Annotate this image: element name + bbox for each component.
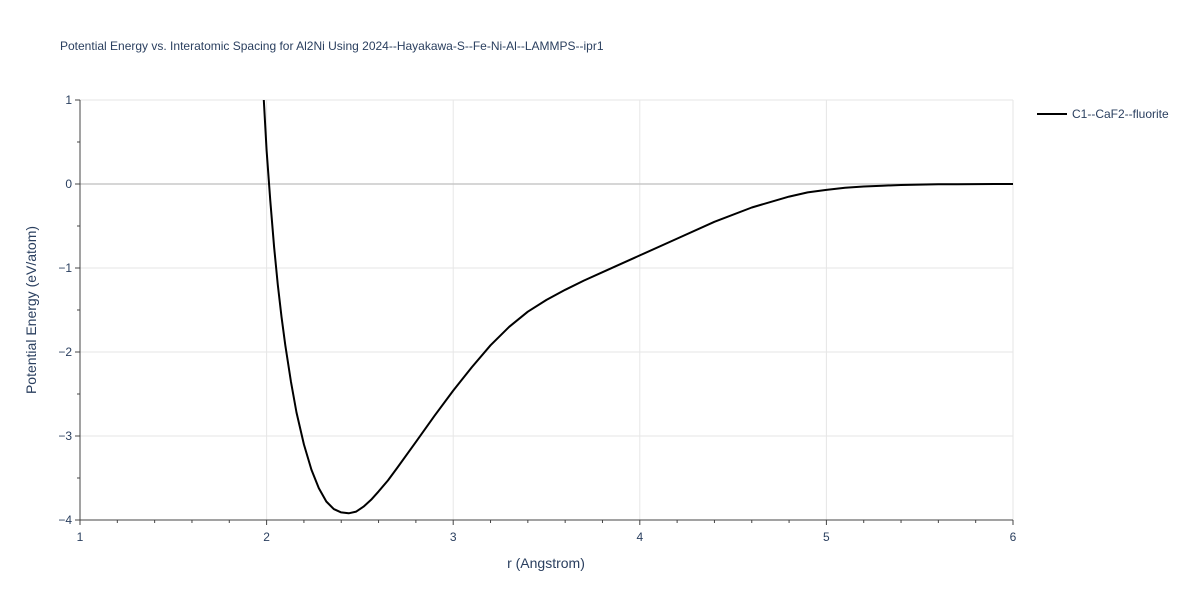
x-tick-label: 6 (1010, 530, 1017, 544)
axes (79, 100, 1013, 521)
x-tick-label: 1 (77, 530, 84, 544)
y-tick-label: −4 (58, 513, 72, 527)
y-axis-label: Potential Energy (eV/atom) (23, 226, 39, 394)
x-tick-label: 5 (823, 530, 830, 544)
series-line (262, 99, 1013, 515)
grid (80, 99, 1014, 520)
chart-title: Potential Energy vs. Interatomic Spacing… (60, 39, 604, 53)
y-tick-label: −2 (58, 345, 72, 359)
y-axis-ticks: 1 0 −1 −2 −3 −4 (58, 93, 80, 527)
y-tick-label: −3 (58, 429, 72, 443)
y-tick-label: 1 (65, 93, 72, 107)
y-tick-label: 0 (65, 177, 72, 191)
x-tick-label: 3 (450, 530, 457, 544)
x-axis-ticks: 1 2 3 4 5 6 (77, 520, 1017, 544)
series-group (262, 99, 1013, 515)
x-axis-label: r (Angstrom) (507, 555, 585, 571)
x-tick-label: 4 (636, 530, 643, 544)
y-tick-label: −1 (58, 261, 72, 275)
x-tick-label: 2 (263, 530, 270, 544)
legend[interactable]: C1--CaF2--fluorite (1037, 107, 1169, 121)
legend-label: C1--CaF2--fluorite (1072, 107, 1169, 121)
